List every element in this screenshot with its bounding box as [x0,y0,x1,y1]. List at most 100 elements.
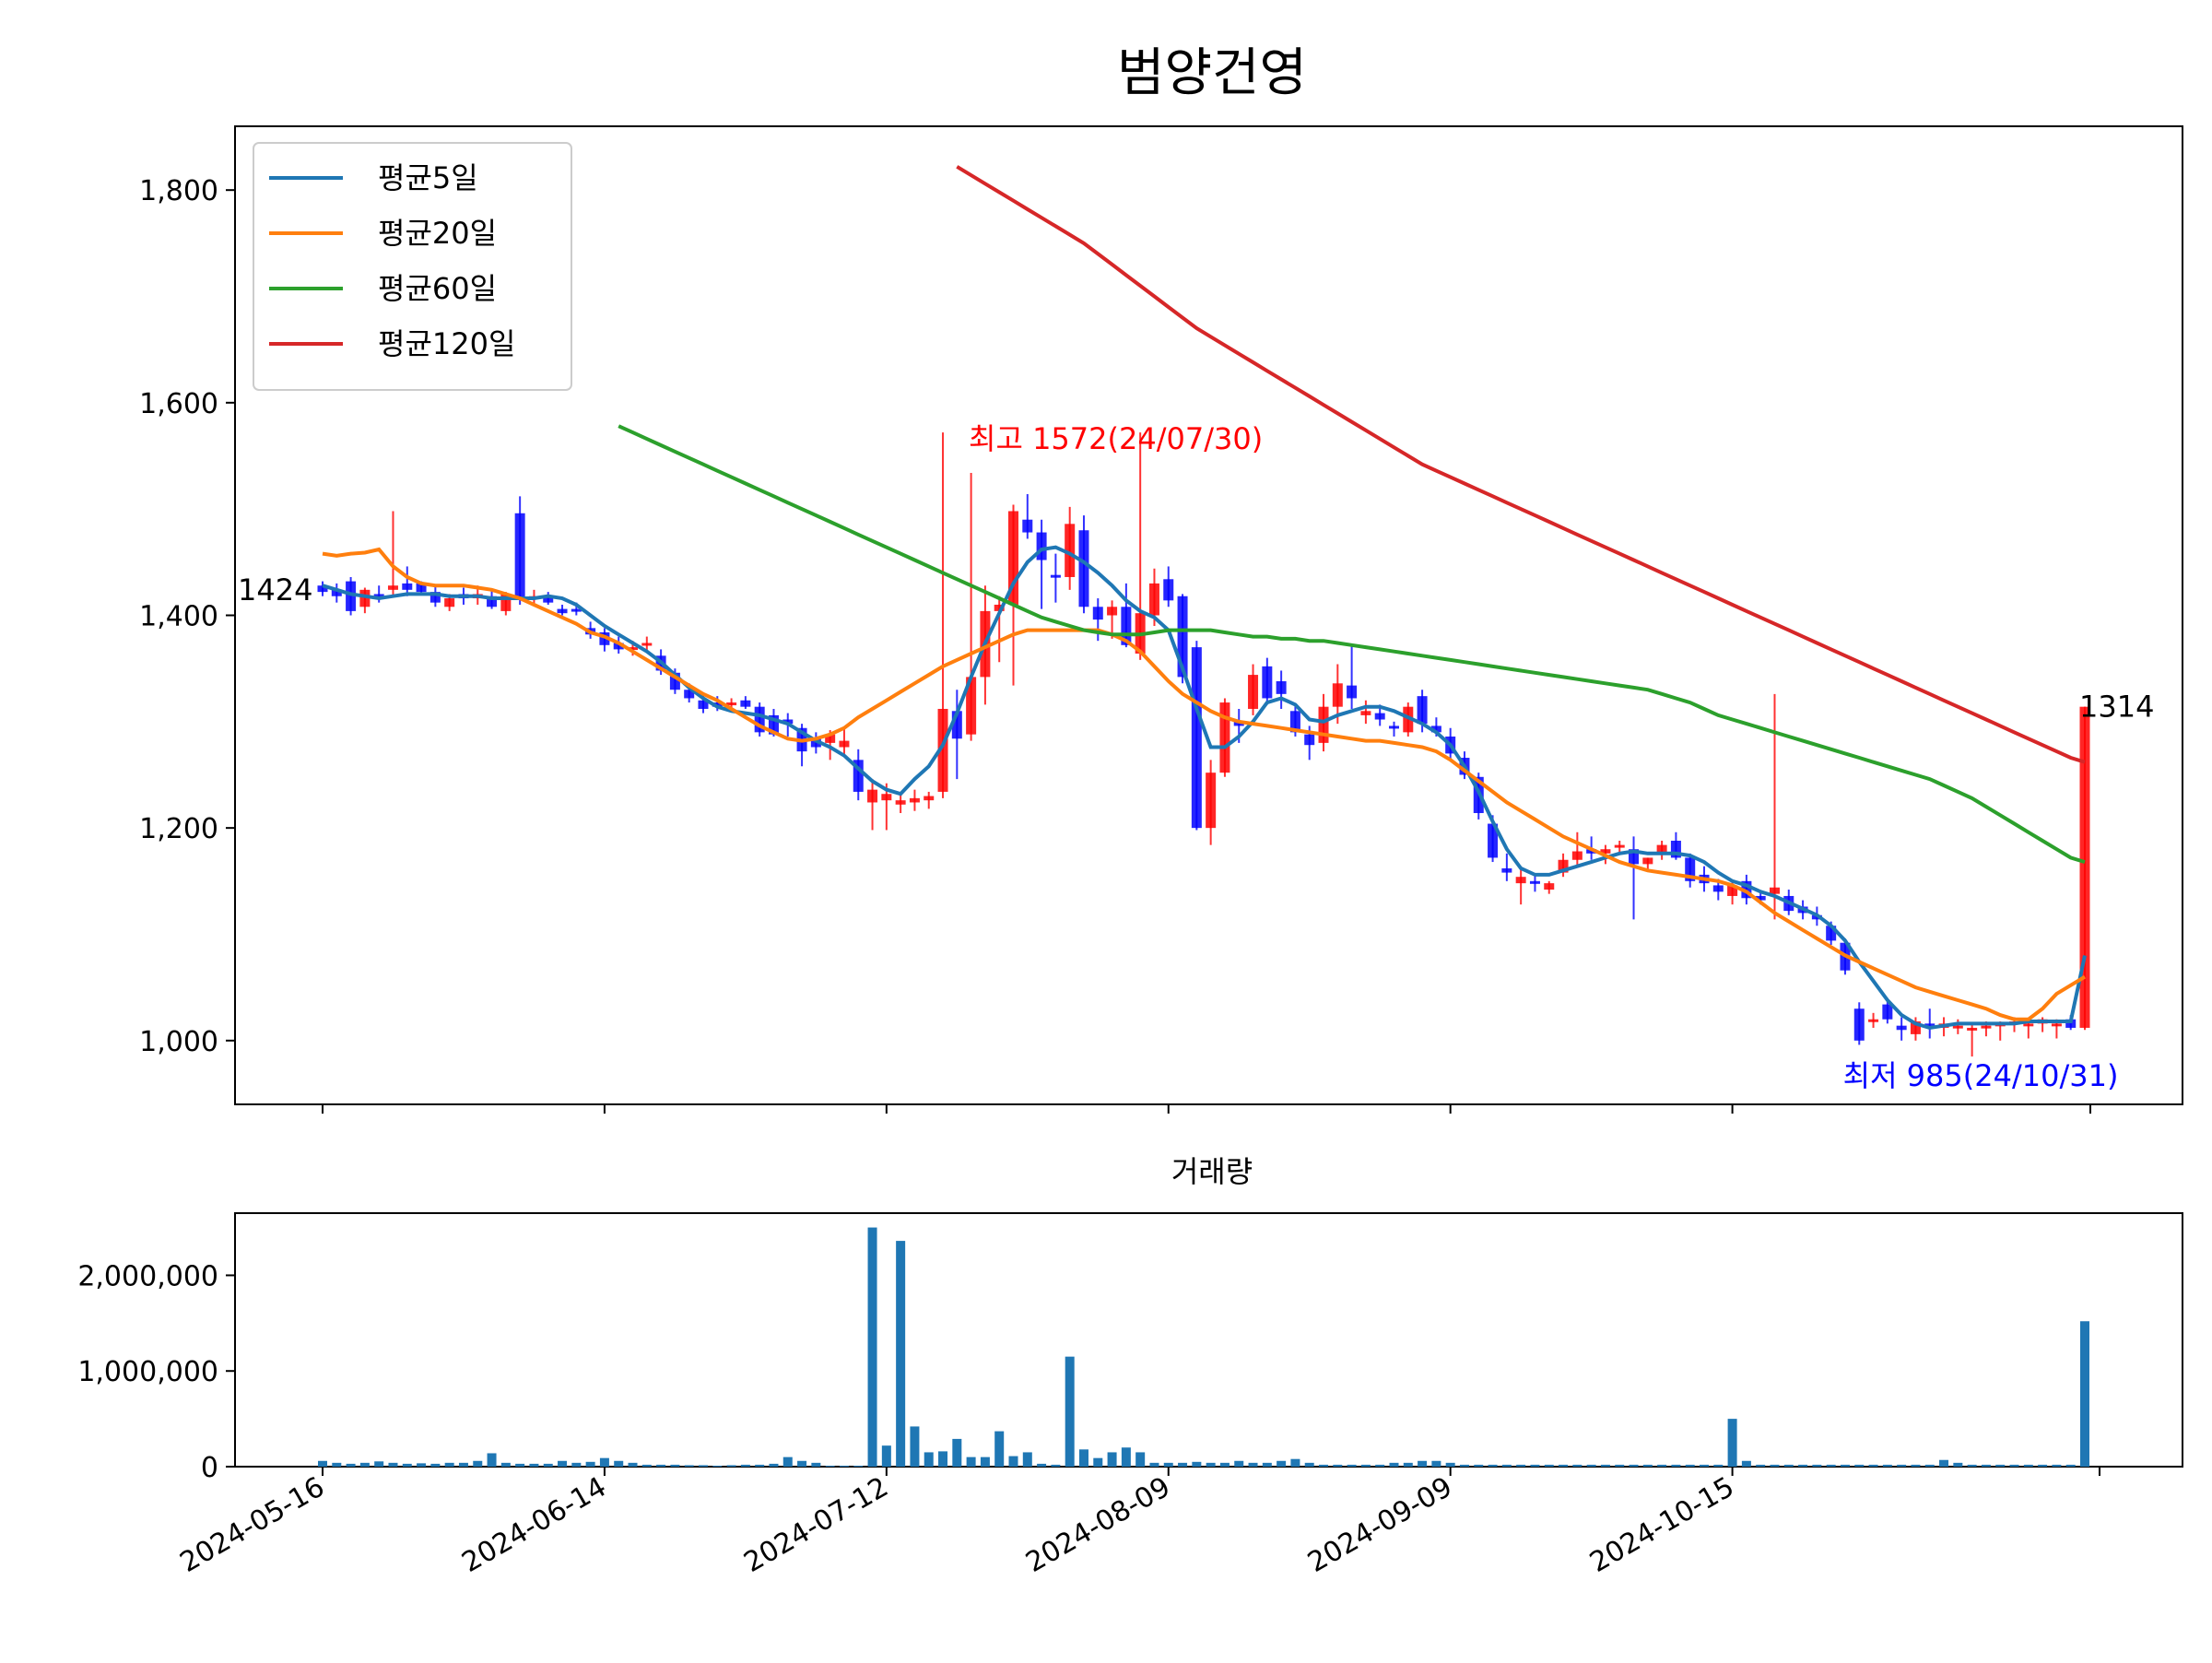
volume-bar [1206,1462,1216,1467]
candle-body [599,631,610,645]
volume-bar [1685,1464,1695,1467]
candle-body [1403,706,1414,733]
volume-bar [769,1463,779,1467]
volume-bar [487,1453,497,1467]
candle-body [1374,713,1385,720]
candle-body [1304,734,1315,746]
candle-body [1727,885,1738,896]
candle-body [317,585,328,593]
volume-bar [1135,1452,1146,1467]
volume-title: 거래량 [1171,1154,1253,1189]
volume-bar [1403,1462,1413,1467]
candle-body [726,702,737,706]
candle-body [1248,675,1259,709]
volume-bar [402,1463,412,1467]
volume-bar [1544,1464,1554,1467]
volume-bar [641,1464,652,1467]
candle-body [1853,1008,1865,1041]
candle-body [1544,883,1555,890]
volume-bar [571,1462,582,1467]
volume-bar [1700,1464,1710,1467]
ma-line-1 [322,547,2087,1021]
volume-bar [1882,1464,1892,1467]
volume-bar [994,1431,1005,1467]
candle-body [1629,849,1640,865]
volume-bar [2065,1464,2076,1467]
candle-body [1289,711,1300,733]
candle-body [1571,851,1583,860]
volume-bar [825,1465,835,1467]
legend-box [253,142,572,391]
volume-bar [1248,1462,1258,1467]
volume-bar [458,1462,468,1467]
ma-line-3 [956,165,2086,764]
volume-bar [1657,1464,1667,1467]
candle-body [1219,702,1230,773]
volume-bar [1770,1464,1780,1467]
volume-bar [515,1463,525,1467]
candle-body [853,760,864,792]
volume-bar [1854,1464,1865,1467]
candle-body [1614,844,1625,848]
volume-bar [1192,1461,1202,1467]
candle-body [937,708,948,792]
end-price-label: 1314 [2079,690,2154,725]
price-panel: 1,000 1,200 1,400 1,600 1,800 1424 1314 최고 1572… [139,125,2183,1114]
candle-body [444,598,455,607]
candle-body [1092,607,1103,620]
volume-bar [1911,1464,1921,1467]
volume-bar [1149,1462,1159,1467]
volume-bar [628,1462,638,1467]
candle-body [1769,887,1780,894]
candle-body [740,700,751,707]
volume-bar [1559,1464,1569,1467]
candle-body [2079,706,2090,1028]
candle-body [1896,1025,1907,1031]
candle-body [754,706,765,733]
volume-bar [782,1457,793,1467]
candle-body [1360,711,1371,715]
candle-body [1163,579,1174,601]
candle-body [2051,1023,2062,1027]
volume-bar [910,1426,920,1467]
volume-bar [1008,1456,1018,1467]
candle-body [1882,1004,1893,1020]
candle-body [1036,532,1047,560]
volume-bar [670,1464,680,1467]
candle-body [557,608,568,614]
candle-body [1600,849,1611,854]
candle-body [1712,885,1724,892]
volume-bar [1953,1462,1963,1467]
ma-line-0 [322,545,2087,1031]
volume-bar [1277,1460,1287,1467]
volume-bar [924,1452,934,1467]
candle-body [669,672,680,690]
candle-body [684,690,695,699]
candle-body [416,583,427,593]
volume-bar [444,1462,454,1467]
volume-bar [388,1462,398,1467]
volume-bar [1629,1464,1639,1467]
candle-body [994,604,1005,611]
price-y-tick-label: 1,000 [139,1026,218,1058]
candle-body [1586,849,1597,854]
volume-bar [1756,1464,1766,1467]
candle-body [331,589,342,596]
candle-body [641,643,653,646]
volume-bar [2009,1464,2019,1467]
candle-body [1656,844,1667,854]
volume-bar [1093,1457,1103,1467]
volume-bar [1163,1462,1173,1467]
candle-body [628,647,639,651]
volume-bar [1783,1464,1794,1467]
volume-bar [839,1465,849,1467]
candle-body [839,740,850,748]
volume-bar [1981,1464,1991,1467]
volume-y-tick-label: 0 [201,1452,218,1484]
volume-bar [1572,1464,1583,1467]
volume-bar [1389,1462,1399,1467]
volume-bar [543,1463,553,1467]
candle-body [825,734,836,743]
